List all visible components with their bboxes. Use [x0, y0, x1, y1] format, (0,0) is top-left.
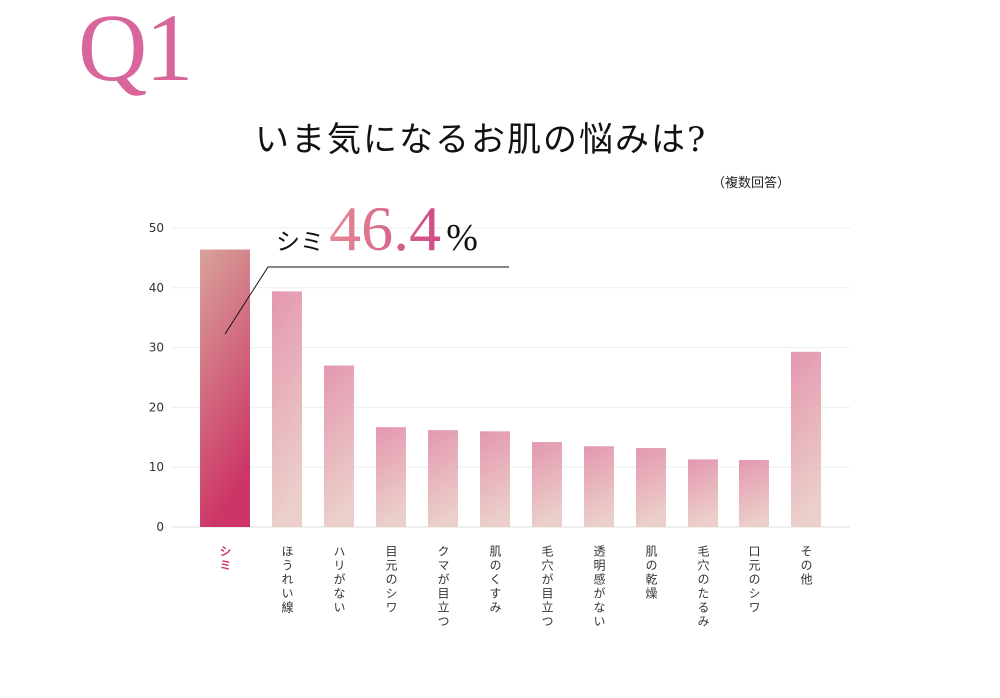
- subtitle: （複数回答）: [712, 176, 791, 191]
- bar: [636, 448, 666, 527]
- callout-unit: %: [446, 217, 478, 259]
- x-tick-label: 透明感がない: [592, 545, 606, 629]
- x-tick-label: 肌の乾燥: [644, 545, 658, 601]
- x-tick-label: 毛穴が目立つ: [540, 545, 554, 629]
- x-tick-label: 口元のシワ: [747, 545, 761, 615]
- x-tick-label: その他: [799, 545, 813, 587]
- bar: [376, 427, 406, 527]
- callout-value: 46.4: [329, 193, 442, 264]
- x-tick-label: 肌のくすみ: [488, 545, 502, 615]
- x-tick-label: ハリがない: [332, 545, 346, 615]
- x-tick-label: 毛穴のたるみ: [696, 545, 710, 629]
- bar: [480, 431, 510, 527]
- y-tick-label: 0: [156, 520, 164, 534]
- bar: [688, 459, 718, 527]
- bar: [739, 460, 769, 527]
- page-title: いま気になるお肌の悩みは?: [255, 120, 708, 160]
- x-tick-label: クマが目立つ: [436, 545, 450, 629]
- y-tick-label: 10: [149, 460, 164, 474]
- callout: シミ 46.4 %: [276, 192, 478, 266]
- x-tick-label: 目元のシワ: [384, 545, 398, 615]
- callout-leader-line: [224, 266, 509, 335]
- bar: [324, 365, 354, 527]
- x-tick-label: ほうれい線: [280, 545, 294, 615]
- bar: [791, 351, 821, 527]
- bar: [532, 442, 562, 527]
- y-tick-label: 30: [149, 341, 164, 355]
- bar: [200, 249, 250, 527]
- y-tick-label: 20: [149, 400, 164, 414]
- bar: [584, 446, 614, 527]
- bar: [428, 430, 458, 527]
- callout-label: シミ: [276, 228, 324, 256]
- question-number: Q1: [78, 0, 193, 101]
- y-tick-label: 40: [149, 281, 164, 295]
- bar: [272, 291, 302, 527]
- x-tick-label: シミ: [218, 545, 232, 573]
- y-tick-label: 50: [149, 221, 164, 235]
